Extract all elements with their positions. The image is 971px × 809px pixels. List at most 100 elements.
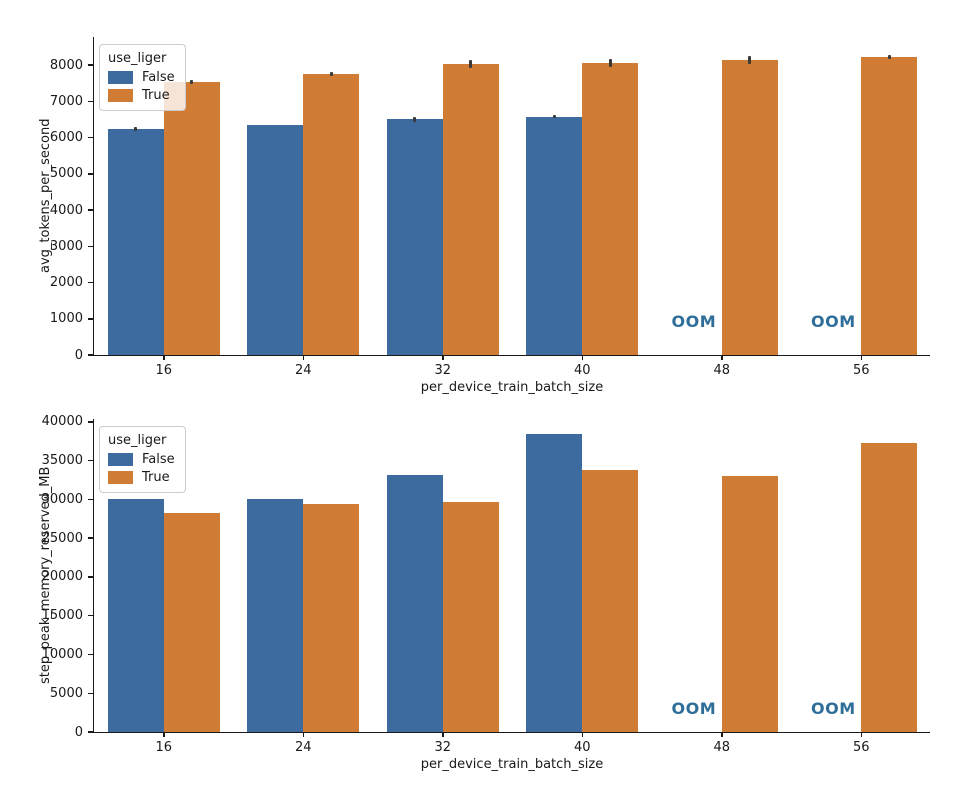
true-color-swatch (108, 471, 133, 484)
error-bar (552, 115, 556, 119)
legend-item-label: True (142, 470, 170, 485)
y-tick-mark (88, 318, 94, 320)
x-tick-label: 56 (852, 740, 870, 755)
y-tick-label: 6000 (49, 130, 83, 145)
bar-true-32 (442, 63, 499, 355)
y-tick-mark (88, 173, 94, 175)
bar-true-56 (861, 442, 918, 732)
y-tick-label: 35000 (41, 453, 83, 469)
plot-area-memory: 0 5000 10000 15000 20000 25000 30000 35000 40000… (42, 415, 930, 754)
x-axis-label: per_device_train_batch_size (420, 380, 604, 395)
y-tick-label: 30000 (41, 491, 83, 507)
y-tick-label: 10000 (41, 646, 83, 662)
bar-true-48 (721, 475, 778, 732)
legend: use_liger False True (99, 426, 186, 493)
x-tick-mark (442, 355, 444, 360)
y-tick-mark (88, 136, 94, 139)
y-tick-mark (88, 537, 94, 539)
bar-true-24 (303, 504, 360, 732)
x-tick-mark (721, 732, 723, 737)
legend: use_liger False True (99, 44, 186, 111)
x-tick-mark (163, 355, 165, 360)
error-bar (469, 59, 473, 69)
true-color-swatch (108, 89, 133, 102)
bar-true-40 (582, 469, 639, 732)
error-bar (887, 54, 891, 59)
y-tick-mark (88, 459, 94, 462)
y-tick-label: 1000 (49, 311, 83, 327)
legend-item-false: False (108, 70, 175, 85)
bar-true-16 (163, 81, 220, 355)
x-tick-mark (442, 732, 444, 737)
peak-memory-chart: 0 5000 10000 15000 20000 25000 30000 35000 40000… (38, 415, 930, 771)
x-tick-label: 24 (294, 363, 312, 378)
bar-true-32 (442, 501, 499, 732)
legend-item-label: False (142, 70, 175, 85)
x-tick-mark (163, 732, 165, 737)
x-tick-mark (302, 355, 304, 360)
error-bar (608, 59, 612, 68)
x-tick-mark (721, 355, 723, 360)
y-tick-label: 5000 (49, 685, 83, 701)
legend-item-true: True (108, 88, 175, 103)
y-tick-mark (88, 614, 94, 617)
y-tick-label: 3000 (49, 238, 83, 254)
oom-annotation: OOM (811, 698, 856, 718)
x-tick-label: 40 (573, 740, 591, 755)
y-tick-label: 25000 (41, 530, 83, 546)
y-tick-label: 2000 (49, 275, 83, 290)
error-bar (190, 79, 194, 84)
legend-title: use_liger (108, 51, 167, 66)
bar-true-16 (163, 512, 220, 732)
y-axis-label: avg_tokens_per_second (38, 118, 53, 274)
y-tick-mark (88, 421, 94, 423)
bar-false-16 (107, 129, 164, 355)
y-tick-mark (88, 653, 94, 656)
y-tick-mark (88, 576, 94, 578)
y-tick-label: 20000 (41, 569, 83, 585)
x-tick-mark (860, 355, 862, 360)
x-tick-label: 16 (155, 363, 173, 378)
legend-item-true: True (108, 470, 175, 485)
false-color-swatch (108, 453, 133, 466)
y-tick-label: 40000 (41, 414, 83, 430)
x-tick-label: 48 (713, 740, 731, 755)
y-tick-mark (88, 731, 94, 733)
tokens-per-second-chart: 0 1000 2000 3000 4000 5000 6000 7000 8000 16 24 32 4… (38, 37, 930, 394)
y-tick-mark (88, 209, 94, 211)
y-tick-label: 0 (74, 347, 83, 363)
y-tick-mark (88, 64, 94, 66)
x-tick-label: 40 (573, 363, 591, 378)
legend-item-label: True (142, 88, 170, 103)
bar-true-40 (582, 63, 639, 355)
error-bar (134, 127, 138, 132)
bar-false-40 (526, 433, 583, 732)
x-tick-label: 48 (713, 363, 731, 378)
x-tick-label: 32 (434, 363, 452, 378)
bar-true-56 (861, 56, 918, 355)
y-tick-mark (88, 281, 94, 284)
x-tick-mark (581, 732, 583, 737)
x-axis-label: per_device_train_batch_size (420, 757, 604, 772)
oom-annotation: OOM (671, 312, 717, 332)
x-tick-label: 32 (434, 740, 452, 755)
bar-false-32 (386, 119, 443, 355)
x-tick-label: 56 (852, 363, 870, 378)
y-tick-label: 15000 (41, 608, 83, 624)
y-tick-mark (88, 692, 94, 694)
plot-area-tokens: 0 1000 2000 3000 4000 5000 6000 7000 8000 16 24 32 4… (50, 37, 930, 377)
oom-annotation: OOM (671, 698, 717, 718)
y-tick-label: 8000 (49, 57, 83, 73)
y-tick-mark (88, 498, 94, 501)
x-tick-mark (302, 732, 304, 737)
bar-false-24 (247, 124, 304, 355)
bar-false-24 (247, 499, 304, 732)
y-axis-label: step_peak_memory_reserved_MB (38, 466, 53, 685)
y-tick-mark (88, 100, 94, 102)
bar-true-24 (303, 73, 360, 355)
x-tick-mark (860, 732, 862, 737)
bar-false-32 (386, 475, 443, 732)
false-color-swatch (108, 71, 133, 84)
y-tick-label: 7000 (49, 93, 83, 109)
